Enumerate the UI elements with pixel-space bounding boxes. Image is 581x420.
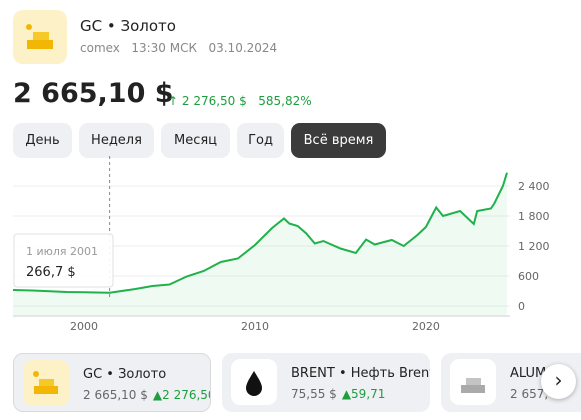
change: ↑ 2 276,50 $ 585,82% xyxy=(168,94,312,108)
tab[interactable]: День xyxy=(13,123,72,158)
ticker-icon xyxy=(231,359,277,405)
y-tick-label: 0 xyxy=(518,300,525,313)
tooltip xyxy=(13,233,114,288)
ticker-card[interactable]: BRENT • Нефть Brent 75,55 $ ▲59,71 xyxy=(222,353,430,412)
card-title: BRENT • Нефть Brent xyxy=(291,366,430,381)
title: GC • Золото xyxy=(80,17,176,35)
card-row: 2 665,10 $ ▲2 276,50 xyxy=(83,388,211,402)
card-row: 2 657, xyxy=(510,387,548,401)
gold-icon xyxy=(13,10,67,64)
line xyxy=(12,172,508,294)
card-title: GC • Золото xyxy=(83,367,167,382)
time: 13:30 МСК xyxy=(131,41,198,55)
y-tick-label: 1 200 xyxy=(518,240,550,253)
price: 2 665,10 $ xyxy=(13,78,174,109)
tab[interactable]: Год xyxy=(237,123,284,158)
axis-band xyxy=(13,315,510,317)
card-change: ▲2 276,50 xyxy=(153,388,211,402)
ticker-icon xyxy=(450,359,496,405)
card-title: ALUM xyxy=(510,366,547,381)
y-tick-label: 2 400 xyxy=(518,180,550,193)
change-abs: 2 276,50 $ xyxy=(181,94,247,108)
meta: comex 13:30 МСК 03.10.2024 xyxy=(80,41,277,55)
tab[interactable]: Неделя xyxy=(79,123,154,158)
date: 03.10.2024 xyxy=(208,41,278,55)
card-change-value: 59,71 xyxy=(351,387,386,401)
tab[interactable]: Всё время xyxy=(291,123,386,158)
tooltip-date: 1 июля 2001 xyxy=(26,245,98,258)
x-tick-label: 2010 xyxy=(241,320,269,333)
area xyxy=(13,172,507,315)
y-tick-label: 600 xyxy=(518,270,539,283)
change-pct: 585,82% xyxy=(258,94,312,108)
card-price: 75,55 $ xyxy=(291,387,337,401)
card-change: ▲59,71 xyxy=(341,387,386,401)
tab[interactable]: Месяц xyxy=(161,123,230,158)
card-price: 2 665,10 $ xyxy=(83,388,148,402)
tooltip-value: 266,7 $ xyxy=(26,265,76,280)
card-change-value: 2 276,50 xyxy=(162,388,211,402)
y-tick-label: 1 800 xyxy=(518,210,550,223)
exchange: comex xyxy=(80,41,120,55)
ticker-icon xyxy=(23,360,69,406)
chart: 0 600 1 200 1 800 2 400 2000 2010 2020 1 июля 20… xyxy=(12,156,550,333)
x-tick-label: 2020 xyxy=(412,320,440,333)
card-row: 75,55 $ ▲59,71 xyxy=(291,387,385,401)
x-tick-label: 2000 xyxy=(70,320,98,333)
next-button[interactable]: › xyxy=(541,364,576,399)
card-price: 2 657, xyxy=(510,387,549,401)
ticker-card[interactable]: GC • Золото 2 665,10 $ ▲2 276,50 xyxy=(13,353,211,412)
